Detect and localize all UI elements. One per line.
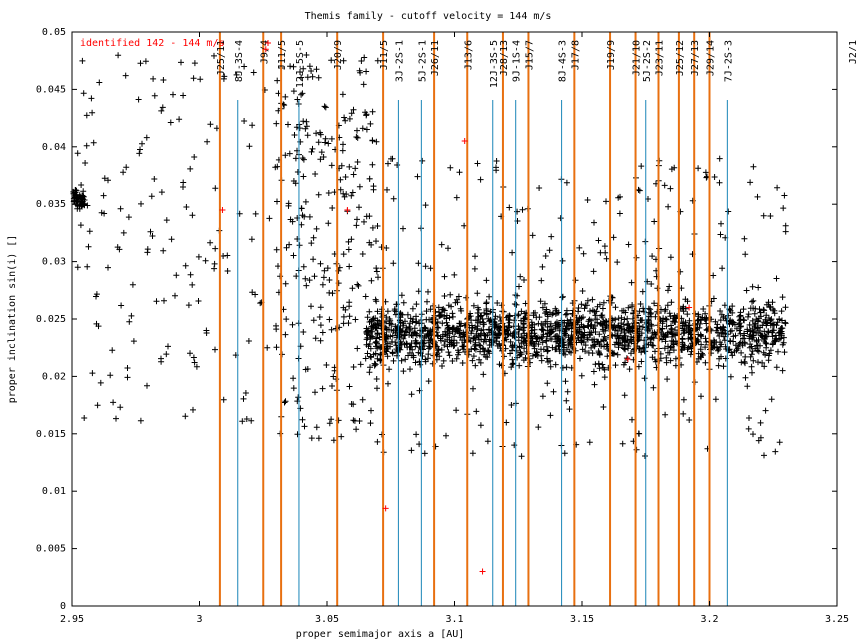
y-tick-label: 0.02 [42, 371, 66, 382]
y-tick-label: 0.025 [36, 314, 66, 325]
resonance-label: J21/10 [632, 40, 643, 76]
identified-point [219, 206, 226, 213]
resonance-label: J13/6 [463, 40, 474, 70]
y-tick-label: 0.015 [36, 429, 66, 440]
resonance-label: J9/4 [259, 40, 270, 64]
points-layer [70, 52, 789, 460]
resonance-label: J11/5 [277, 40, 288, 70]
x-axis-label: proper semimajor axis a [AU] [296, 629, 465, 640]
plot-frame [71, 31, 838, 607]
x-axis-ticks: 2.95 3 3.05 3.1 3.15 3.2 3.25 [60, 32, 849, 625]
resonance-label: 5J-2S-1 [417, 40, 428, 82]
y-tick-label: 0 [60, 601, 66, 612]
identified-point [686, 304, 693, 311]
x-tick-label: 3.25 [825, 614, 849, 625]
resonance-label: 3J-2S-1 [394, 40, 405, 82]
y-tick-label: 0.01 [42, 486, 66, 497]
identified-points [219, 46, 693, 575]
identified-point [344, 206, 351, 213]
legend-identified: identified 142 - 144 m/s [80, 38, 225, 49]
resonance-label: J28/13 [499, 40, 510, 76]
identified-point [479, 568, 486, 575]
x-tick-label: 3.1 [445, 614, 463, 625]
resonance-label: J27/13 [690, 40, 701, 76]
family-member-markers [70, 52, 789, 460]
y-tick-label: 0.03 [42, 257, 66, 268]
chart-title: Themis family - cutoff velocity = 144 m/… [305, 11, 552, 22]
resonance-lines: J25/11 8J-3S-4 J9/4 J11/5 12J-5S-5 J20/9 J11/5… [216, 32, 856, 606]
resonance-label: J26/11 [430, 40, 441, 76]
resonance-label: 12J-5S-5 [295, 40, 306, 88]
resonance-label: J25/11 [216, 40, 227, 76]
y-tick-label: 0.04 [42, 142, 66, 153]
resonance-label: 8J-4S-3 [558, 40, 569, 82]
resonance-label: J25/12 [675, 40, 686, 76]
y-tick-label: 0.005 [36, 544, 66, 555]
x-tick-label: 3.2 [700, 614, 718, 625]
resonance-label: 12J-3S-5 [489, 40, 500, 88]
resonance-label: 5J-2S-2 [642, 40, 653, 82]
y-axis-label: proper inclination sin(i) [] [7, 235, 18, 404]
resonance-label: J2/1 [848, 40, 856, 64]
resonance-label: J23/11 [655, 40, 666, 76]
resonance-label: J20/9 [333, 40, 344, 70]
identified-point [461, 138, 468, 145]
resonance-label: J17/8 [570, 40, 581, 70]
legend-marker-plus [265, 40, 271, 46]
identified-point [262, 46, 269, 53]
resonance-label: J11/5 [379, 40, 390, 70]
resonance-label: 9J-1S-4 [512, 40, 523, 82]
x-tick-label: 2.95 [60, 614, 84, 625]
resonance-label: J29/14 [706, 40, 717, 76]
legend-marker [265, 40, 271, 46]
y-axis-ticks: 0 0.005 0.01 0.015 0.02 0.025 0.03 0.035 0.04 0.0… [36, 27, 837, 612]
x-tick-label: 3 [196, 614, 202, 625]
y-tick-label: 0.05 [42, 27, 66, 38]
resonance-label: J15/7 [524, 40, 535, 70]
y-tick-label: 0.035 [36, 199, 66, 210]
resonance-label: 7J-2S-3 [723, 40, 734, 82]
identified-point [624, 356, 631, 363]
x-tick-label: 3.15 [570, 614, 594, 625]
x-tick-label: 3.05 [315, 614, 339, 625]
resonance-label: 8J-3S-4 [234, 40, 245, 82]
y-tick-label: 0.045 [36, 84, 66, 95]
resonance-label: J19/9 [606, 40, 617, 70]
identified-point [382, 505, 389, 512]
